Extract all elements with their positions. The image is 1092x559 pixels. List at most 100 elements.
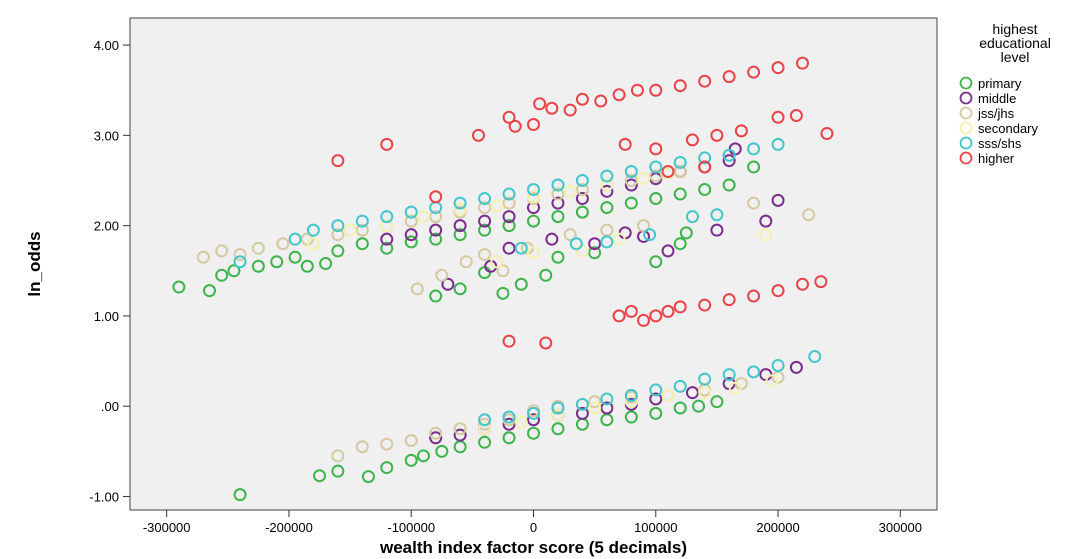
data-point-higher bbox=[698, 74, 712, 88]
data-point-higher bbox=[771, 61, 785, 75]
data-point-sss-shs bbox=[649, 160, 663, 174]
data-point-middle bbox=[575, 192, 589, 206]
data-point-middle bbox=[771, 193, 785, 207]
data-point-primary bbox=[649, 406, 663, 420]
data-point-primary bbox=[679, 226, 693, 240]
legend-title: highest bbox=[992, 21, 1037, 37]
data-point-higher bbox=[502, 110, 516, 124]
data-point-primary bbox=[502, 219, 516, 233]
data-point-primary bbox=[514, 277, 528, 291]
data-point-sss-shs bbox=[771, 137, 785, 151]
data-point-middle bbox=[600, 184, 614, 198]
y-axis: -1.00 .00 1.00 2.00 3.00 4.00 bbox=[89, 38, 130, 504]
data-point-higher bbox=[661, 164, 675, 178]
data-point-primary bbox=[313, 469, 327, 483]
data-point-jss-jhs bbox=[404, 433, 418, 447]
data-point-higher bbox=[814, 275, 828, 289]
data-point-middle bbox=[710, 223, 724, 237]
legend-marker bbox=[959, 121, 973, 135]
data-point-middle bbox=[624, 178, 638, 192]
data-point-higher bbox=[539, 336, 553, 350]
legend-label: sss/shs bbox=[978, 136, 1022, 151]
data-point-sss-shs bbox=[527, 183, 540, 197]
data-point-higher bbox=[661, 304, 675, 318]
data-point-higher bbox=[331, 154, 345, 168]
legend-marker bbox=[959, 91, 973, 105]
data-point-higher bbox=[630, 83, 644, 97]
data-point-secondary bbox=[765, 374, 779, 388]
data-point-middle bbox=[502, 417, 516, 431]
data-point-secondary bbox=[343, 223, 357, 237]
data-point-sss-shs bbox=[600, 169, 614, 183]
data-point-higher bbox=[747, 65, 761, 79]
data-point-sss-shs bbox=[575, 397, 589, 411]
data-point-jss-jhs bbox=[276, 237, 290, 251]
data-point-primary bbox=[551, 422, 565, 436]
data-point-higher bbox=[575, 92, 589, 106]
data-point-jss-jhs bbox=[673, 164, 687, 178]
data-point-sss-shs bbox=[747, 142, 761, 156]
data-point-primary bbox=[331, 244, 345, 258]
data-point-higher bbox=[502, 334, 516, 348]
data-point-jss-jhs bbox=[331, 449, 345, 463]
data-point-secondary bbox=[416, 210, 430, 224]
data-point-primary bbox=[202, 284, 216, 298]
data-point-jss-jhs bbox=[355, 223, 369, 237]
data-point-sss-shs bbox=[685, 210, 699, 224]
data-point-sss-shs bbox=[527, 406, 540, 420]
data-point-sss-shs bbox=[288, 232, 302, 246]
data-point-primary bbox=[435, 444, 449, 458]
y-axis-title: ln_odds bbox=[25, 231, 44, 296]
data-point-sss-shs bbox=[355, 214, 369, 228]
legend-label: secondary bbox=[978, 121, 1038, 136]
data-point-higher bbox=[789, 108, 803, 122]
legend-label: middle bbox=[978, 91, 1016, 106]
data-point-sss-shs bbox=[698, 372, 712, 386]
data-point-secondary bbox=[527, 190, 540, 204]
data-point-primary bbox=[588, 246, 602, 260]
data-point-sss-shs bbox=[722, 148, 736, 162]
data-point-higher bbox=[380, 137, 394, 151]
data-point-secondary bbox=[759, 228, 773, 242]
data-point-middle bbox=[588, 237, 602, 251]
data-point-higher bbox=[429, 190, 443, 204]
data-point-sss-shs bbox=[722, 368, 736, 382]
data-point-sss-shs bbox=[380, 210, 394, 224]
x-axis-title: wealth index factor score (5 decimals) bbox=[379, 538, 687, 557]
plot-area bbox=[129, 17, 938, 511]
data-point-secondary bbox=[728, 381, 742, 395]
data-point-sss-shs bbox=[643, 228, 657, 242]
data-point-sss-shs bbox=[710, 208, 724, 222]
x-tick-label: 300000 bbox=[879, 520, 922, 535]
data-point-secondary bbox=[600, 178, 614, 192]
x-tick-label: 0 bbox=[530, 520, 537, 535]
data-point-jss-jhs bbox=[251, 241, 265, 255]
data-point-middle bbox=[453, 219, 467, 233]
data-point-primary bbox=[361, 470, 375, 484]
y-tick-label: 4.00 bbox=[94, 38, 119, 53]
data-point-primary bbox=[331, 464, 345, 478]
data-point-middle bbox=[759, 214, 773, 228]
data-point-primary bbox=[673, 401, 687, 415]
data-point-middle bbox=[380, 232, 394, 246]
data-point-middle bbox=[527, 413, 540, 427]
data-point-jss-jhs bbox=[459, 255, 473, 269]
data-point-jss-jhs bbox=[331, 228, 345, 242]
data-point-jss-jhs bbox=[551, 187, 565, 201]
data-point-primary bbox=[496, 286, 510, 300]
data-point-higher bbox=[796, 56, 809, 70]
data-point-middle bbox=[429, 223, 443, 237]
data-point-higher bbox=[722, 70, 736, 84]
data-point-sss-shs bbox=[624, 164, 638, 178]
legend-title: educational bbox=[979, 35, 1051, 51]
data-point-primary bbox=[453, 228, 467, 242]
data-point-primary bbox=[478, 223, 492, 237]
data-point-sss-shs bbox=[331, 219, 345, 233]
data-point-sss-shs bbox=[747, 365, 761, 379]
data-point-primary bbox=[380, 241, 394, 255]
data-point-secondary bbox=[380, 219, 394, 233]
data-point-secondary bbox=[588, 401, 602, 415]
data-point-higher bbox=[685, 133, 699, 147]
data-point-primary bbox=[227, 264, 241, 278]
